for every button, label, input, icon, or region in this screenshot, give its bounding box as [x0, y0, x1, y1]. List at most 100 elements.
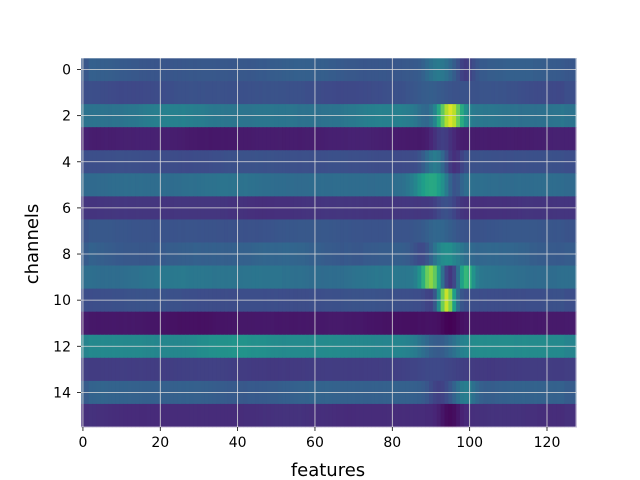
- heatmap-cell: [401, 357, 407, 382]
- heatmap-cell: [401, 81, 407, 105]
- heatmap-cell: [224, 173, 229, 197]
- heatmap-cell: [506, 357, 511, 382]
- heatmap-cell: [548, 127, 554, 151]
- heatmap-cell: [162, 219, 167, 243]
- heatmap-cell: [386, 357, 391, 382]
- heatmap-cell: [343, 127, 349, 151]
- heatmap-cell: [96, 357, 101, 382]
- heatmap-cell: [328, 311, 333, 336]
- heatmap-cell: [498, 81, 504, 105]
- heatmap-cell: [355, 127, 361, 151]
- heatmap-cell: [115, 127, 121, 151]
- heatmap-cell: [529, 127, 535, 151]
- heatmap-cell: [548, 265, 554, 290]
- heatmap-cell: [502, 219, 507, 243]
- heatmap-cell: [301, 265, 306, 290]
- heatmap-cell: [255, 265, 260, 290]
- heatmap-cell: [131, 219, 136, 243]
- heatmap-cell: [359, 403, 364, 428]
- heatmap-cell: [572, 219, 577, 243]
- heatmap-cell: [216, 265, 221, 290]
- heatmap-cell: [278, 219, 283, 243]
- heatmap-cell: [139, 265, 144, 290]
- heatmap-cell: [251, 311, 256, 336]
- heatmap-cell: [305, 219, 310, 243]
- heatmap-cell: [533, 81, 538, 105]
- heatmap-cell: [471, 311, 477, 336]
- heatmap-cell: [398, 403, 403, 428]
- heatmap-cell: [436, 81, 442, 105]
- heatmap-cell: [173, 311, 179, 336]
- heatmap-cell: [119, 265, 125, 290]
- heatmap-cell: [394, 357, 399, 382]
- heatmap-cell: [340, 357, 345, 382]
- heatmap-cell: [262, 173, 268, 197]
- heatmap-cell: [239, 173, 245, 197]
- heatmap-cell: [525, 265, 531, 290]
- heatmap-cell: [452, 311, 457, 336]
- heatmap-cell: [459, 357, 465, 382]
- heatmap-cell: [169, 357, 175, 382]
- heatmap-cell: [394, 403, 399, 428]
- heatmap-cell: [212, 265, 217, 290]
- heatmap-cell: [371, 357, 376, 382]
- heatmap-cell: [270, 173, 275, 197]
- heatmap-cell: [309, 173, 314, 197]
- heatmap-cell: [568, 127, 573, 151]
- heatmap-cell: [548, 311, 554, 336]
- heatmap-cell: [270, 357, 275, 382]
- heatmap-cell: [529, 265, 535, 290]
- heatmap-cell: [525, 403, 531, 428]
- heatmap-cell: [459, 219, 465, 243]
- heatmap-cell: [440, 357, 446, 382]
- heatmap-cell: [502, 265, 507, 290]
- heatmap-cell: [371, 173, 376, 197]
- heatmap-cell: [386, 81, 391, 105]
- heatmap-cell: [104, 127, 109, 151]
- heatmap-cell: [405, 81, 411, 105]
- heatmap-cell: [444, 265, 449, 290]
- heatmap-cell: [537, 219, 542, 243]
- heatmap-cell: [305, 403, 310, 428]
- heatmap-cell: [278, 311, 283, 336]
- heatmap-cell: [255, 127, 260, 151]
- heatmap-cell: [490, 311, 496, 336]
- heatmap-cell: [282, 357, 287, 382]
- heatmap-cell: [293, 265, 299, 290]
- heatmap-cell: [146, 173, 152, 197]
- heatmap-cell: [398, 219, 403, 243]
- heatmap-cell: [548, 357, 554, 382]
- heatmap-cell: [231, 403, 237, 428]
- heatmap-cell: [84, 127, 90, 151]
- heatmap-cell: [278, 403, 283, 428]
- heatmap-cell: [139, 219, 144, 243]
- heatmap-cell: [324, 403, 330, 428]
- heatmap-cell: [371, 403, 376, 428]
- heatmap-cell: [394, 265, 399, 290]
- heatmap-cell: [301, 219, 306, 243]
- heatmap-cell: [382, 219, 388, 243]
- heatmap-cell: [92, 127, 98, 151]
- heatmap-cell: [162, 173, 167, 197]
- heatmap-cell: [208, 265, 214, 290]
- heatmap-cell: [401, 127, 407, 151]
- heatmap-cell: [560, 311, 565, 336]
- heatmap-cell: [197, 127, 202, 151]
- heatmap-cell: [266, 265, 272, 290]
- heatmap-cell: [123, 173, 129, 197]
- heatmap-cell: [386, 219, 391, 243]
- heatmap-cell: [266, 403, 272, 428]
- heatmap-cell: [456, 173, 461, 197]
- heatmap-cell: [266, 357, 272, 382]
- y-tick-label: 2: [62, 109, 71, 125]
- heatmap-cell: [401, 403, 407, 428]
- heatmap-cell: [413, 311, 419, 336]
- heatmap-cell: [131, 357, 136, 382]
- heatmap-cell: [289, 403, 295, 428]
- heatmap-cell: [452, 219, 457, 243]
- heatmap-cell: [452, 127, 457, 151]
- heatmap-cell: [498, 311, 504, 336]
- heatmap-cell: [185, 127, 190, 151]
- heatmap-cell: [448, 81, 453, 105]
- heatmap-cell: [139, 357, 144, 382]
